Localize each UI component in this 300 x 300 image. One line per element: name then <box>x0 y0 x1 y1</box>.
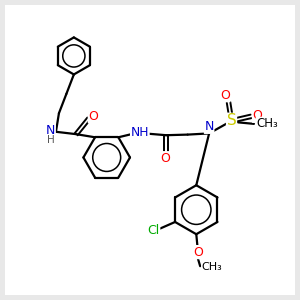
Text: O: O <box>193 246 203 259</box>
Text: O: O <box>253 109 262 122</box>
Text: N: N <box>46 124 55 137</box>
Text: O: O <box>220 89 230 102</box>
Text: S: S <box>226 113 236 128</box>
Text: CH₃: CH₃ <box>256 117 278 130</box>
Text: NH: NH <box>130 126 149 139</box>
Text: O: O <box>88 110 98 123</box>
FancyBboxPatch shape <box>5 5 295 295</box>
Text: H: H <box>47 135 54 145</box>
Text: N: N <box>204 120 214 133</box>
Text: CH₃: CH₃ <box>202 262 222 272</box>
Text: Cl: Cl <box>148 224 160 237</box>
Text: O: O <box>160 152 170 165</box>
